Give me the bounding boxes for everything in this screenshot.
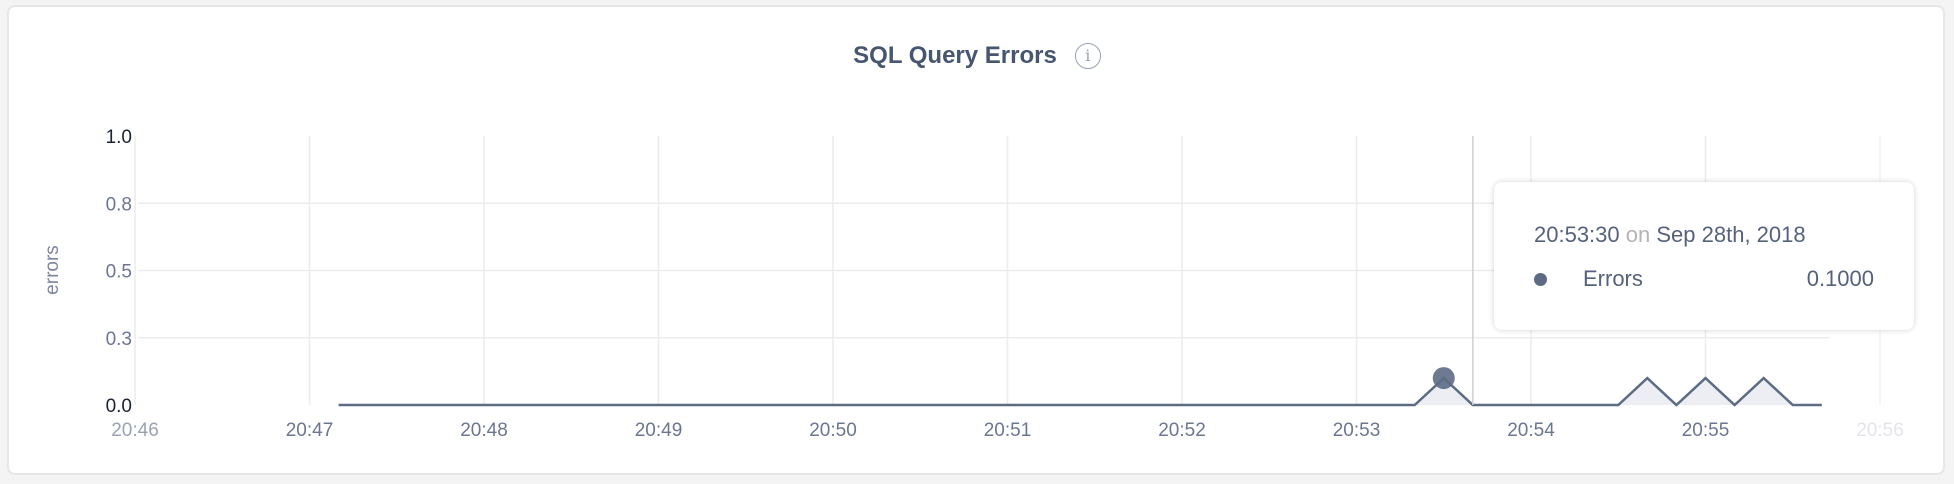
y-tick-label: 0.8	[106, 194, 132, 215]
x-tick-label: 20:53	[1333, 420, 1381, 441]
y-tick-label: 0.5	[106, 262, 132, 283]
tooltip-row: Errors 0.1000	[1534, 266, 1874, 292]
tooltip: 20:53:30 on Sep 28th, 2018 Errors 0.1000	[1494, 182, 1914, 330]
x-tick-label: 20:48	[460, 420, 508, 441]
tooltip-date: Sep 28th, 2018	[1656, 222, 1806, 247]
highlighted-point	[1432, 367, 1455, 390]
series-area	[338, 378, 1822, 405]
series-line	[338, 376, 1822, 407]
x-tick-label: 20:52	[1158, 420, 1206, 441]
x-tick-label: 20:47	[286, 420, 334, 441]
x-tick-label: 20:55	[1682, 420, 1730, 441]
info-icon[interactable]: i	[1074, 42, 1101, 69]
x-tick-label: 20:46	[111, 420, 159, 441]
x-tick-label: 20:54	[1507, 420, 1555, 441]
x-tick-label: 20:51	[984, 420, 1032, 441]
tooltip-series-label: Errors	[1583, 266, 1643, 291]
tooltip-on: on	[1625, 222, 1651, 247]
series-dot-icon	[1534, 272, 1547, 286]
y-tick-label: 0.0	[106, 396, 132, 417]
tooltip-time: 20:53:30	[1534, 222, 1620, 247]
y-tick-label: 0.3	[106, 329, 132, 350]
chart-title: SQL Query Errors	[853, 42, 1057, 69]
tooltip-value: 0.1000	[1806, 266, 1874, 291]
y-axis-label: errors	[42, 245, 63, 295]
x-tick-label: 20:56	[1856, 420, 1904, 441]
x-tick-label: 20:49	[635, 420, 683, 441]
x-tick-label: 20:50	[809, 420, 857, 441]
tooltip-header: 20:53:30 on Sep 28th, 2018	[1534, 222, 1914, 248]
y-tick-label: 1.0	[106, 127, 132, 148]
chart-title-wrap: SQL Query Errors i	[0, 42, 1954, 70]
